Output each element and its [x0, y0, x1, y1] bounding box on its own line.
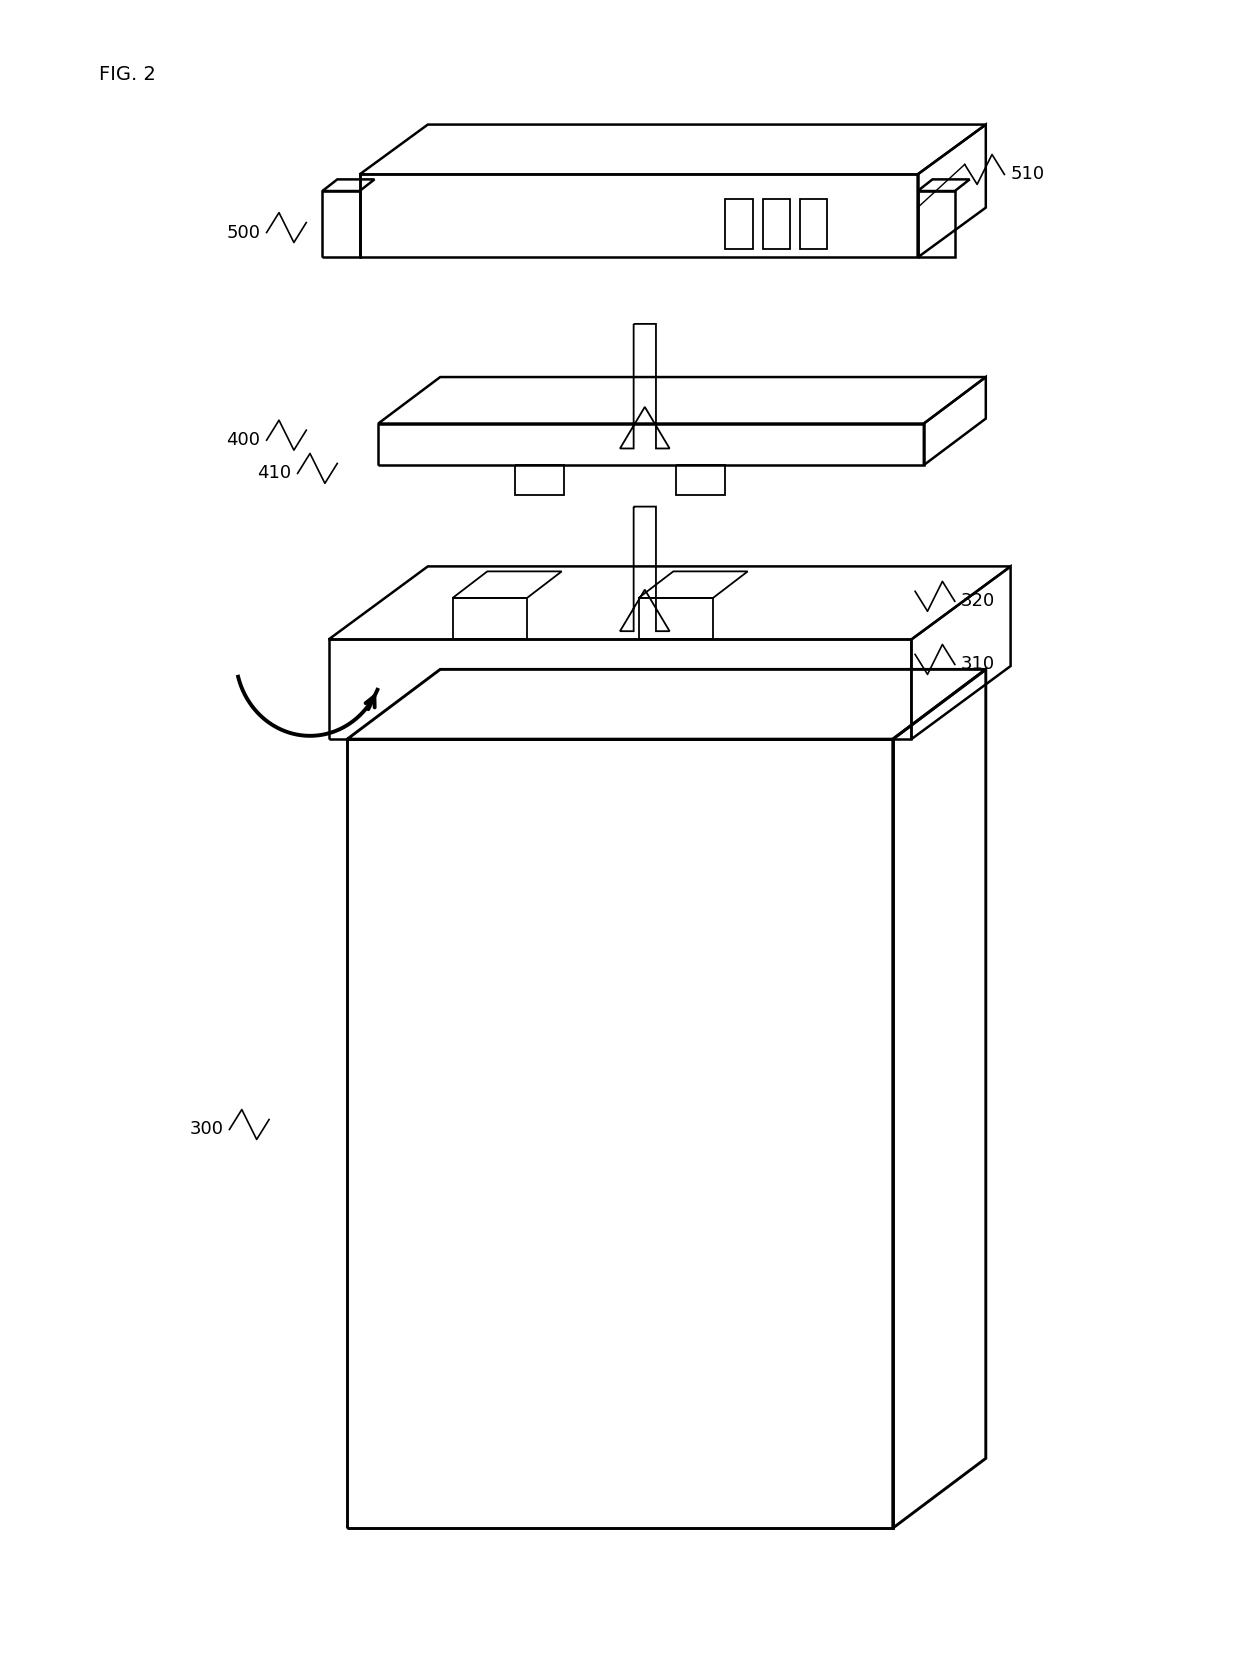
Text: 320: 320 [961, 593, 996, 610]
Text: 410: 410 [257, 465, 291, 482]
Text: 510: 510 [1011, 166, 1045, 183]
Text: 310: 310 [961, 656, 996, 673]
Text: 400: 400 [227, 432, 260, 448]
Text: FIG. 2: FIG. 2 [99, 65, 156, 85]
Bar [763, 199, 790, 249]
Text: 300: 300 [190, 1121, 223, 1138]
Text: 500: 500 [227, 224, 260, 241]
Bar [800, 199, 827, 249]
Bar [725, 199, 753, 249]
